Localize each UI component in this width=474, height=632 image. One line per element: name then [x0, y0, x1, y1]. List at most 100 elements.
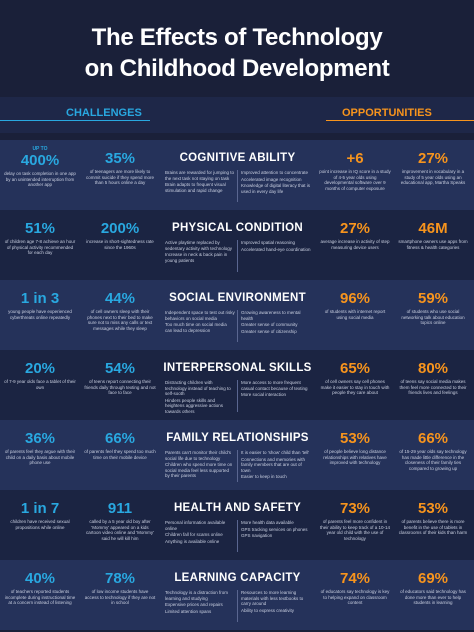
bullet: Increase in neck & back pain in young pa…: [165, 252, 228, 263]
stat: 44% of cell owners sleep with their phone…: [84, 290, 156, 331]
bullet-list: Improved spatial reasoning Accelerated ha…: [241, 240, 311, 253]
bullet: Brains are rewarded for jumping to the n…: [165, 170, 235, 181]
bullet-list: More access to more frequent casual cont…: [241, 380, 311, 399]
section-row: 51% of children age 7-8 achieve an hour o…: [0, 210, 474, 280]
stat: 40% of teachers reported students incompl…: [4, 570, 76, 606]
stat-caption: improvement in vocabulary in a study of …: [400, 169, 466, 185]
stat-value: +6: [346, 150, 364, 167]
stat-caption: called by a 5 year old boy after 'Mommy'…: [85, 519, 154, 541]
bullet: Connections and memories with family mem…: [241, 456, 306, 473]
divider: [237, 310, 238, 342]
bullet: Parents can't monitor their child's soci…: [165, 450, 231, 461]
section-title: HEALTH AND SAFETY: [173, 502, 302, 514]
stat: 27% average increase in activity of step …: [319, 220, 391, 250]
stat-caption: of parents believe there is more benefit…: [398, 519, 468, 535]
bullet: Resources to more learning materials wit…: [241, 590, 304, 606]
bullet-list: Technology is a distraction from learnin…: [165, 590, 235, 615]
stat-value: 1 in 7: [20, 500, 60, 517]
stat-value: 54%: [104, 360, 136, 377]
stat-value: 44%: [104, 290, 136, 307]
bullet-list: Resources to more learning materials wit…: [241, 590, 311, 614]
stat-caption: delay on task completion in one app by a…: [4, 171, 76, 187]
stat-value: 27%: [417, 150, 449, 167]
stat-value: 20%: [24, 360, 56, 377]
stat-caption: children have received sexual propositio…: [10, 519, 70, 530]
stat: 36% of parents feel they argue with their…: [4, 430, 76, 466]
stat-value: 65%: [339, 360, 371, 377]
stat: 51% of children age 7-8 achieve an hour o…: [4, 220, 76, 256]
stat-value: 74%: [339, 570, 371, 587]
column-label: CHALLENGES: [62, 107, 146, 119]
section-row: 20% of 7-9 year olds face a tablet of the…: [0, 350, 474, 420]
stat: UP TO 400% delay on task completion in one…: [4, 146, 76, 188]
bullet: Improved attention to concentrate: [241, 170, 309, 175]
bullet: Easier to keep in touch: [241, 474, 287, 479]
bullet-list: Independent space to test out risky beha…: [165, 310, 235, 334]
stat: 53% of people believe long distance relat…: [319, 430, 391, 466]
stat-caption: young people have experienced cyberthrea…: [8, 309, 72, 320]
bullet: Too much time on social media can lead t…: [165, 322, 227, 333]
bullet: Distracting children with technology ins…: [165, 380, 231, 396]
stat: 73% of parents feel more confident in the…: [319, 500, 391, 541]
stat-value: 27%: [339, 220, 371, 237]
stat: 66% of parents feel they spend too much t…: [84, 430, 156, 460]
stat-value: 36%: [24, 430, 56, 447]
title-line: The Effects of Technology: [91, 24, 383, 51]
stat-caption: of parents feel they spend too much time…: [84, 449, 156, 460]
bullet: More health data available: [241, 520, 294, 525]
stat: 46M smartphone owners use apps from fitne…: [397, 220, 469, 250]
section-title: FAMILY RELATIONSHIPS: [166, 432, 309, 444]
bullet-list: Personal information available online Chi…: [165, 520, 235, 545]
bullet: Brain adapts to frequent visual stimulat…: [165, 182, 226, 193]
section-title: COGNITIVE ABILITY: [179, 152, 296, 164]
bullet: Limited attention spans: [165, 608, 212, 614]
stat-caption: increase in short-sightedness rate since…: [86, 239, 154, 250]
stat: 200% increase in short-sightedness rate s…: [84, 220, 156, 250]
divider: [237, 520, 238, 552]
stat: 59% of students who use social networking…: [397, 290, 469, 326]
stat-caption: of low income students have access to te…: [84, 589, 156, 605]
bullet: Accelerated image recognition: [241, 176, 302, 182]
divider: [237, 170, 238, 202]
bullet: Technology is a distraction from learnin…: [165, 590, 229, 601]
stat-value: 40%: [24, 570, 56, 587]
stat-value: 66%: [417, 430, 449, 447]
stat-value: 69%: [417, 570, 449, 587]
divider: [237, 590, 238, 622]
stat-value: 35%: [104, 150, 136, 167]
stat-caption: smartphone owners use apps from fitness …: [398, 239, 468, 250]
rule: [0, 120, 150, 121]
bullet: Active playtime replaced by sedentary ac…: [165, 240, 233, 251]
stat-value: 78%: [104, 570, 136, 587]
stat-value: 59%: [417, 290, 449, 307]
stat-caption: of cell owners sleep with their phones n…: [87, 309, 153, 331]
section-row: 1 in 7 children have received sexual prop…: [0, 490, 474, 560]
bullet: Accelerated hand-eye coordination: [241, 246, 311, 252]
section-title: INTERPERSONAL SKILLS: [163, 362, 312, 374]
stat: 78% of low income students have access to…: [84, 570, 156, 606]
bullet: GPS tracking services on phones: [241, 526, 308, 532]
stat-value: 51%: [24, 220, 56, 237]
stat: 53% of parents believe there is more bene…: [397, 500, 469, 536]
bullet: Improved spatial reasoning: [241, 240, 296, 245]
stat: 65% of cell owners say cell phones make i…: [319, 360, 391, 396]
section-row: 40% of teachers reported students incompl…: [0, 560, 474, 630]
stat-caption: of educators said technology has done mo…: [400, 589, 466, 605]
bullet: More social interaction: [241, 392, 287, 397]
bullet-list: Improved attention to concentrate Acceler…: [241, 170, 311, 195]
section-row: 1 in 3 young people have experienced cybe…: [0, 280, 474, 350]
section-row: 36% of parents feel they argue with their…: [0, 420, 474, 490]
stat: 911 called by a 5 year old boy after 'Mom…: [84, 500, 156, 541]
stat-caption: point increase in IQ score in a study of…: [319, 169, 391, 191]
stat: +6 point increase in IQ score in a study …: [319, 150, 391, 191]
stat: 74% of educators say technology is key to…: [319, 570, 391, 606]
stat-caption: of students with internet report using s…: [324, 309, 386, 320]
bullet: Children fall for scams online: [165, 532, 223, 537]
bullet: Knowledge of digital literacy that is us…: [241, 183, 311, 194]
bullet-list: It is easier to 'show' child than 'tell'…: [241, 450, 311, 481]
stat-caption: of people believe long distance relation…: [323, 449, 387, 465]
rule: [326, 120, 474, 121]
stat-value: 200%: [100, 220, 140, 237]
stat-caption: of teens say social media makes them fee…: [399, 379, 467, 395]
